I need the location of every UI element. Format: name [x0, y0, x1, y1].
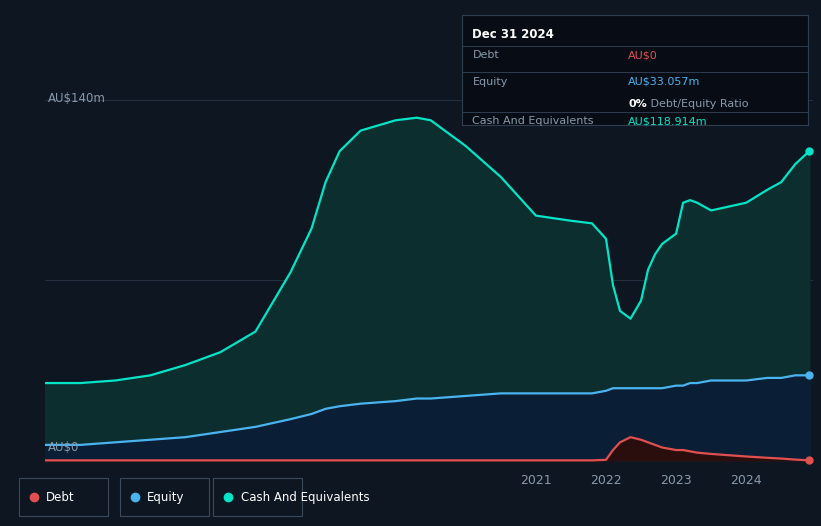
Text: AU$33.057m: AU$33.057m: [628, 77, 700, 87]
Text: Cash And Equivalents: Cash And Equivalents: [241, 491, 369, 503]
Bar: [120, 478, 209, 516]
Text: Dec 31 2024: Dec 31 2024: [472, 28, 554, 41]
Text: AU$118.914m: AU$118.914m: [628, 116, 708, 126]
Text: AU$0: AU$0: [48, 441, 79, 454]
Text: Equity: Equity: [147, 491, 185, 503]
Text: Debt/Equity Ratio: Debt/Equity Ratio: [647, 98, 749, 108]
Text: Debt: Debt: [46, 491, 75, 503]
Text: AU$140m: AU$140m: [48, 93, 105, 106]
Text: AU$0: AU$0: [628, 50, 658, 60]
Text: 0%: 0%: [628, 98, 647, 108]
Bar: [19, 478, 108, 516]
Text: Equity: Equity: [472, 77, 507, 87]
Text: Debt: Debt: [472, 50, 499, 60]
Bar: [213, 478, 302, 516]
Text: Cash And Equivalents: Cash And Equivalents: [472, 116, 594, 126]
